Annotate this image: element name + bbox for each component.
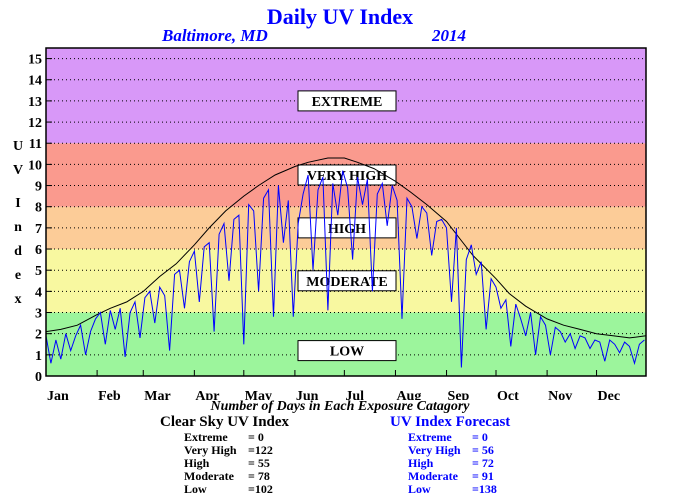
stat-value: =102	[248, 482, 273, 496]
stat-label: Moderate	[184, 469, 234, 483]
year-label: 2014	[432, 26, 466, 45]
x-tick-label: Mar	[144, 389, 170, 400]
y-tick-label: 8	[35, 201, 42, 216]
stat-value: = 56	[472, 443, 494, 457]
stat-value: = 72	[472, 456, 494, 470]
stat-label: Extreme	[184, 430, 228, 444]
band-label: LOW	[330, 345, 364, 360]
stat-label: Extreme	[408, 430, 452, 444]
stat-label: High	[408, 456, 434, 470]
x-tick-label: Sep	[448, 389, 470, 400]
y-tick-label: 10	[28, 158, 42, 173]
y-tick-label: 2	[35, 328, 42, 343]
y-axis-label-letter: x	[15, 292, 22, 307]
stat-label: Low	[408, 482, 431, 496]
y-axis-label-letter: V	[13, 163, 23, 178]
y-tick-label: 0	[35, 370, 42, 385]
x-tick-label: Aug	[396, 389, 421, 400]
stat-label: Very High	[184, 443, 237, 457]
clear-sky-table-title: Clear Sky UV Index	[160, 414, 290, 430]
y-tick-label: 15	[28, 53, 42, 68]
band-label-box	[297, 340, 397, 362]
stat-label: Low	[184, 482, 207, 496]
y-tick-label: 13	[28, 95, 42, 110]
band-label: VERY HIGH	[307, 169, 387, 184]
y-tick-label: 7	[35, 222, 42, 237]
chart-title: Daily UV Index	[266, 4, 414, 29]
y-axis-label-letter: n	[14, 220, 22, 235]
band-label: MODERATE	[306, 275, 387, 290]
y-tick-label: 5	[35, 264, 42, 279]
stat-value: = 0	[248, 430, 264, 444]
x-tick-label: Oct	[497, 389, 519, 400]
stat-value: = 91	[472, 469, 494, 483]
stat-value: = 55	[248, 456, 270, 470]
y-tick-label: 4	[35, 285, 42, 300]
stat-label: High	[184, 456, 210, 470]
x-tick-label: May	[245, 389, 272, 400]
location-label: Baltimore, MD	[162, 26, 268, 45]
y-axis-label-letter: U	[13, 139, 23, 154]
band-label-box	[297, 90, 397, 112]
stat-value: = 78	[248, 469, 270, 483]
y-tick-label: 6	[35, 243, 42, 258]
series-clear_sky-line	[45, 157, 647, 339]
stat-value: =138	[472, 482, 497, 496]
y-tick-label: 11	[29, 137, 42, 152]
forecast-table-title: UV Index Forecast	[390, 414, 511, 430]
x-tick-label: Jun	[296, 389, 319, 400]
series-forecast-line	[45, 170, 645, 368]
y-tick-label: 3	[35, 307, 42, 322]
band-label: EXTREME	[312, 95, 383, 110]
stat-value: =122	[248, 443, 273, 457]
x-tick-label: Apr	[195, 389, 219, 400]
y-tick-label: 14	[28, 74, 42, 89]
y-tick-label: 12	[28, 116, 42, 131]
x-tick-label: Dec	[598, 389, 621, 400]
stat-label: Very High	[408, 443, 461, 457]
x-tick-label: Jul	[345, 389, 364, 400]
x-tick-label: Nov	[548, 389, 572, 400]
y-tick-label: 9	[35, 180, 42, 195]
x-tick-label: Jan	[47, 389, 69, 400]
band-label: HIGH	[328, 222, 366, 237]
y-axis-label-letter: e	[15, 268, 21, 283]
y-axis-label-letter: d	[14, 244, 22, 259]
stat-label: Moderate	[408, 469, 458, 483]
y-axis-label-letter: I	[15, 196, 20, 211]
exposure-caption: Number of Days in Each Exposure Catagory	[210, 399, 470, 414]
x-tick-label: Feb	[98, 389, 121, 400]
y-tick-label: 1	[35, 349, 42, 364]
stat-value: = 0	[472, 430, 488, 444]
plot-frame	[45, 47, 647, 377]
